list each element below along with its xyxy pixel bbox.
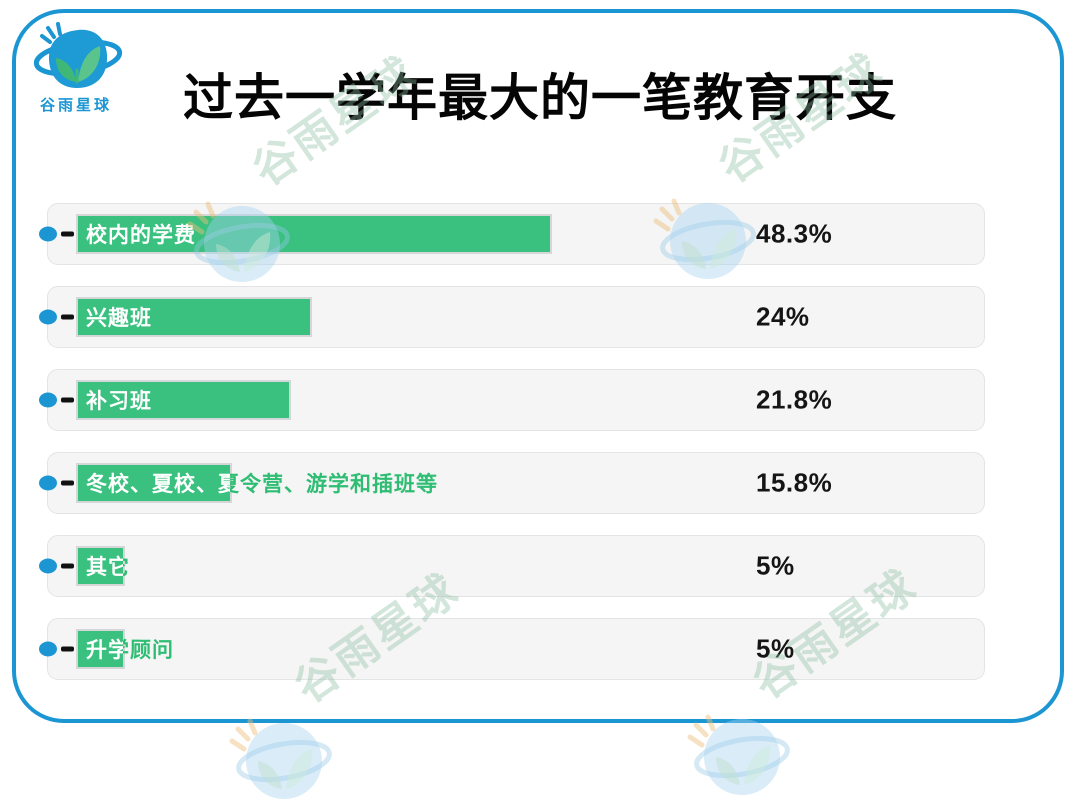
bar-label: 冬校、夏校、夏令营、游学和插班等 xyxy=(86,473,230,496)
bar-label-clip: 补习班 xyxy=(78,382,289,418)
bar-label: 兴趣班 xyxy=(86,307,152,330)
brand-logo-text: 谷雨星球 xyxy=(39,97,112,114)
bar-label-overflow: 其它 xyxy=(86,556,130,579)
bar-label-overflow: 补习班 xyxy=(86,390,152,413)
bar-row: 其它 其它 5% xyxy=(39,535,985,597)
value-label: 5% xyxy=(756,633,795,664)
bar-label: 校内的学费 xyxy=(86,224,196,247)
bar-row: 补习班 补习班 21.8% xyxy=(39,369,985,431)
axis-tick-icon xyxy=(61,646,74,652)
bar: 校内的学费 校内的学费 xyxy=(76,214,552,254)
bullet-dot-icon xyxy=(39,641,57,657)
bar: 补习班 补习班 xyxy=(76,380,291,420)
bar: 冬校、夏校、夏令营、游学和插班等 冬校、夏校、夏令营、游学和插班等 xyxy=(76,463,437,503)
bar-row: 兴趣班 兴趣班 24% xyxy=(39,286,985,348)
page-title: 过去一学年最大的一笔教育开支 xyxy=(183,70,897,126)
bar: 兴趣班 兴趣班 xyxy=(76,297,312,337)
bar: 其它 其它 xyxy=(76,546,129,586)
bar-label: 其它 xyxy=(86,556,123,579)
value-label: 48.3% xyxy=(756,218,833,249)
bar-label-clip: 校内的学费 xyxy=(78,216,550,252)
value-label: 15.8% xyxy=(756,467,833,498)
axis-tick-icon xyxy=(61,314,74,320)
planet-sprout-icon xyxy=(33,22,123,88)
card-frame xyxy=(12,9,1064,723)
bar-row: 冬校、夏校、夏令营、游学和插班等 冬校、夏校、夏令营、游学和插班等 15.8% xyxy=(39,452,985,514)
bullet-dot-icon xyxy=(39,226,57,242)
value-label: 5% xyxy=(756,550,795,581)
bar-rows: 校内的学费 校内的学费 48.3% 兴趣班 兴趣班 24% 补习班 补习班 21… xyxy=(39,203,985,701)
bar: 升学顾问 升学顾问 xyxy=(76,629,173,669)
bullet-dot-icon xyxy=(39,309,57,325)
axis-tick-icon xyxy=(61,480,74,486)
value-label: 24% xyxy=(756,301,810,332)
bar-label: 升学顾问 xyxy=(86,639,123,662)
bullet-dot-icon xyxy=(39,475,57,491)
value-label: 21.8% xyxy=(756,384,833,415)
bar-label-overflow: 校内的学费 xyxy=(86,224,196,247)
bar-row: 校内的学费 校内的学费 48.3% xyxy=(39,203,985,265)
axis-tick-icon xyxy=(61,397,74,403)
bar-label-clip: 其它 xyxy=(78,548,123,584)
bar-label-overflow: 升学顾问 xyxy=(86,639,174,662)
bar-label-clip: 冬校、夏校、夏令营、游学和插班等 xyxy=(78,465,230,501)
axis-tick-icon xyxy=(61,563,74,569)
axis-tick-icon xyxy=(61,231,74,237)
brand-logo: 谷雨星球 xyxy=(26,20,126,115)
bar-row: 升学顾问 升学顾问 5% xyxy=(39,618,985,680)
bar-label-clip: 兴趣班 xyxy=(78,299,310,335)
bar-label: 补习班 xyxy=(86,390,152,413)
bar-label-overflow: 兴趣班 xyxy=(86,307,152,330)
bullet-dot-icon xyxy=(39,558,57,574)
bar-label-clip: 升学顾问 xyxy=(78,631,123,667)
bar-label-overflow: 冬校、夏校、夏令营、游学和插班等 xyxy=(86,473,438,496)
bullet-dot-icon xyxy=(39,392,57,408)
